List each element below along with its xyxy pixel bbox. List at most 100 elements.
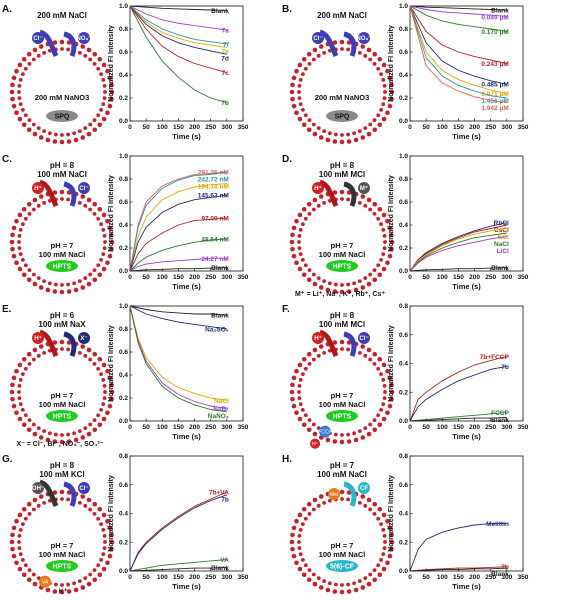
lipid-head-outer <box>353 287 359 293</box>
lipid-head-inner <box>66 197 71 202</box>
lipid-head-inner <box>72 581 77 586</box>
lipid-head-inner <box>300 557 305 562</box>
lipid-head-inner <box>77 500 82 505</box>
lipid-head-outer <box>59 39 65 45</box>
x-tick-label: 250 <box>205 274 216 281</box>
dye-label: HPTS <box>333 264 352 271</box>
lipid-head-outer <box>52 40 58 45</box>
lipid-head-outer <box>14 68 19 74</box>
lipid-head-inner <box>311 57 316 62</box>
lipid-head-outer <box>389 239 395 245</box>
lipid-head-inner <box>327 498 332 503</box>
lipid-head-outer <box>80 135 86 140</box>
lipid-head-outer <box>17 116 23 122</box>
lipid-head-outer <box>372 277 378 283</box>
y-tick-label: 0.6 <box>399 49 408 56</box>
lipid-head-outer <box>366 497 372 503</box>
lipid-head-inner <box>307 118 312 123</box>
lipid-head-inner <box>346 347 351 352</box>
y-tick-label: 0.6 <box>119 49 128 56</box>
lipid-head-inner <box>316 503 321 508</box>
ion-right-bubble <box>78 332 90 344</box>
lipid-head-inner <box>379 107 384 112</box>
external-buffer-label: pH = 8 <box>330 311 355 320</box>
series-line-1 <box>129 5 227 31</box>
lipid-head-inner <box>17 83 22 88</box>
ion-right-label: NO₃⁻ <box>77 36 92 42</box>
transport-arrow-left <box>39 179 59 207</box>
lipid-head-inner <box>340 197 344 201</box>
lipid-head-outer <box>14 518 19 524</box>
chart: 0 50 100 150 200 250 300 350 0.0 0.2 0.4 0.6 0.8 1.0 T… <box>388 153 529 291</box>
lipid-head-inner <box>77 50 82 55</box>
lipid-head-outer <box>86 197 92 203</box>
internal-buffer-label: 100 mM NaCl <box>319 250 366 259</box>
lipid-head-inner <box>88 572 93 577</box>
series-label-7: Blank <box>211 265 229 272</box>
lipid-head-outer <box>339 289 345 295</box>
lipid-head-outer <box>9 239 15 245</box>
lipid-head-outer <box>10 232 15 238</box>
lipid-head-inner <box>66 282 71 287</box>
lipid-head-outer <box>14 560 19 566</box>
lipid-head-inner <box>99 407 104 412</box>
lipid-head-inner <box>297 233 302 238</box>
y-tick-label: 0.4 <box>119 511 128 518</box>
lipid-head-outer <box>66 190 72 195</box>
lipid-head-inner <box>99 107 104 112</box>
lipid-head-outer <box>312 581 318 587</box>
lipid-head-outer <box>73 587 79 593</box>
internal-buffer-label: 100 mM NaCl <box>319 550 366 559</box>
lipid-head-inner <box>368 207 373 212</box>
lipid-head-inner <box>42 129 47 134</box>
carrier-bubble <box>328 488 340 500</box>
lipid-head-outer <box>360 135 366 140</box>
lipid-head-outer <box>389 396 394 402</box>
lipid-head-outer <box>52 289 58 294</box>
lipid-head-outer <box>86 431 92 437</box>
series-line-5 <box>409 5 507 94</box>
lipid-head-inner <box>322 350 327 355</box>
lipid-head-inner <box>372 268 377 273</box>
lipid-head-inner <box>101 77 106 82</box>
lipid-head-inner <box>18 102 23 107</box>
lipid-head-inner <box>298 402 303 407</box>
lipid-head-outer <box>109 532 114 538</box>
lipid-head-outer <box>387 103 393 109</box>
lipid-head-outer <box>101 416 107 422</box>
series-line-3 <box>129 194 227 272</box>
lipid-head-outer <box>297 512 303 518</box>
external-buffer-label: 200 mM NaCl <box>37 11 87 20</box>
plot-area-frame <box>409 455 524 572</box>
lipid-head-inner <box>352 281 357 286</box>
y-tick-label: 0.4 <box>399 511 408 518</box>
lipid-head-inner <box>368 357 373 362</box>
series-line-1 <box>409 5 507 17</box>
lipid-head-outer <box>297 212 303 218</box>
series-line-3 <box>129 566 227 572</box>
lipid-head-inner <box>363 576 368 581</box>
lipid-head-outer <box>109 82 114 88</box>
lipid-head-inner <box>60 497 64 501</box>
lipid-head-outer <box>10 246 15 252</box>
series-label-4: 7d <box>221 55 229 62</box>
lipid-head-outer <box>80 44 86 49</box>
lipid-head-inner <box>102 546 107 551</box>
lipid-head-outer <box>38 285 44 290</box>
lipid-head-inner <box>77 350 82 355</box>
carrier-ion-label: K⁺ <box>59 589 68 596</box>
lipid-head-outer <box>366 581 372 587</box>
chart: 0 50 100 150 200 250 300 350 0.0 0.2 0.4 0.6 0.8 Time… <box>388 303 529 441</box>
lipid-head-outer <box>339 589 345 595</box>
external-buffer-label: 100 mM MCl <box>319 320 365 329</box>
lipid-head-outer <box>11 75 17 81</box>
x-tick-label: 100 <box>437 424 448 431</box>
vesicle-schematic: 200 mM NaCl 200 mM NaNO3 SPQ Cl⁻ NO₃⁻ <box>9 11 115 145</box>
lipid-head-outer <box>52 439 58 444</box>
lipid-head-outer <box>17 212 23 218</box>
lipid-head-outer <box>325 287 331 293</box>
x-tick-label: 0 <box>128 424 132 431</box>
lipid-head-outer <box>389 382 394 388</box>
